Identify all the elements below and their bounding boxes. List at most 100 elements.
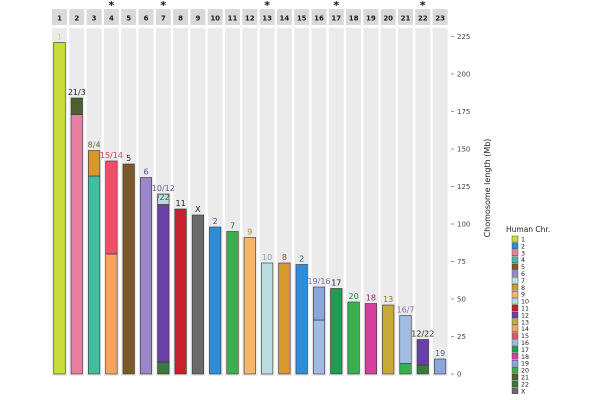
bar-segment-chr-19 — [434, 358, 447, 375]
bar-label: 1 — [57, 33, 62, 42]
legend-label: 1 — [521, 237, 525, 244]
facet-strip-label: 23 — [435, 15, 445, 23]
legend-swatch — [511, 360, 519, 367]
y-tick-label: 100 — [457, 221, 470, 229]
facet-strip-label: 9 — [195, 15, 200, 23]
legend-label: 7 — [521, 278, 525, 285]
bar-segment-chr-9 — [243, 237, 256, 375]
star-marker: * — [109, 0, 115, 12]
y-tick-label: 25 — [457, 333, 466, 341]
facet-strip — [103, 9, 119, 25]
facet-strip-label: 16 — [314, 15, 324, 23]
bar-segment-chr-2 — [209, 226, 222, 375]
facet-strip-label: 5 — [126, 15, 131, 23]
bar-segment-chr-13 — [382, 304, 395, 375]
bar-segment-chr-8 — [88, 150, 101, 177]
legend-swatch — [511, 380, 519, 388]
facet-strip-label: 1 — [57, 15, 62, 23]
facet-strip-label: 19 — [366, 15, 376, 23]
bar-label: 19/16 — [307, 277, 330, 286]
bar-label: 5 — [126, 154, 131, 163]
facet-strip-label: 21 — [401, 15, 411, 23]
facet-strip-label: 14 — [280, 15, 290, 23]
legend-label: 2 — [521, 243, 525, 250]
legend-label: 21 — [521, 375, 529, 382]
bar-segment-chr-14 — [105, 253, 118, 375]
legend-label: 3 — [521, 250, 525, 257]
bar-segment-chr-16 — [312, 319, 326, 375]
y-axis: 0 25 50 75 100 125 150 175 200 225 — [451, 33, 470, 379]
bar-labels: 1 21/3 8/415/14 5 6 10/12/22 11 X 2 7 9 10 8 2 19/16 17… — [57, 33, 445, 359]
bar-segment-chr-20 — [347, 301, 360, 375]
legend-swatch — [511, 387, 519, 394]
bar-segment-chr-20 — [399, 363, 412, 375]
facet-strip-label: 7 — [161, 15, 166, 23]
bar-segment-chr-4 — [88, 175, 101, 375]
legend-label: 20 — [521, 368, 529, 375]
legend-label: 9 — [521, 292, 525, 299]
bar-segment-chr-20 — [226, 231, 239, 375]
bar-segment-chr-22 — [157, 361, 170, 375]
bar-label: 16/7 — [397, 306, 415, 315]
facet-strip — [190, 9, 206, 25]
legend-label: 6 — [521, 271, 525, 278]
y-tick-label: 125 — [457, 183, 470, 191]
facet-panel — [363, 28, 379, 376]
bar-label: X — [195, 205, 201, 214]
legend-title: Human Chr. — [506, 225, 550, 234]
bar-label: 21/3 — [68, 88, 86, 97]
bar-segment-chr-8 — [278, 262, 291, 375]
facet-strip-label: 4 — [109, 15, 114, 23]
facet-strip-label: 22 — [418, 15, 428, 23]
legend-swatch — [511, 366, 519, 374]
bar-label: 15/14 — [100, 151, 123, 160]
bar-label: /22 — [157, 193, 170, 202]
facet-strip-label: 13 — [262, 15, 272, 23]
facet-strip-label: 6 — [144, 15, 149, 23]
facet-panel — [380, 28, 396, 376]
facet-strip — [259, 9, 275, 25]
facet-strip — [242, 9, 258, 25]
bar-label: 9 — [247, 228, 252, 237]
facet-strip — [138, 9, 154, 25]
star-marker: * — [333, 0, 339, 12]
legend-swatch — [511, 311, 519, 319]
bar-label: 2 — [213, 217, 218, 226]
y-tick-label: 50 — [457, 296, 466, 304]
y-axis-title: Chomosome length (Mb) — [483, 139, 492, 238]
legend-swatch — [511, 304, 519, 312]
facet-strip-label: 11 — [228, 15, 238, 23]
legend-label: 17 — [521, 347, 529, 354]
bar-segment-chr-22 — [416, 364, 429, 375]
legend-swatch — [511, 339, 519, 346]
bar-segment-chr-12 — [416, 339, 429, 366]
bar-segment-chr-12 — [157, 204, 170, 363]
y-tick-label: 175 — [457, 108, 470, 116]
facet-strip — [207, 9, 223, 25]
facet-strip-label: 12 — [245, 15, 255, 23]
bar-label: 12/22 — [411, 330, 434, 339]
legend-swatch — [511, 373, 519, 381]
facet-strip — [86, 9, 102, 25]
legend-label: 16 — [521, 340, 529, 347]
bar-segment-chr-11 — [174, 208, 187, 375]
facet-strip — [380, 9, 396, 25]
legend-swatch — [511, 256, 519, 263]
facet-strip — [311, 9, 327, 25]
legend-swatch — [511, 235, 519, 243]
legend-label: 4 — [521, 257, 525, 264]
facet-strip-label: 10 — [210, 15, 220, 23]
bar-label: 20 — [349, 292, 359, 301]
bar-label: 10 — [262, 253, 272, 262]
bar-label: 8/4 — [88, 141, 101, 150]
legend-swatch — [511, 249, 519, 257]
facet-strip-label: 18 — [349, 15, 359, 23]
facet-strip — [432, 9, 448, 25]
bar-label: 19 — [435, 349, 445, 358]
bar-segment-chr-10 — [261, 262, 274, 375]
facet-strip — [328, 9, 344, 25]
bar-label: 18 — [366, 294, 376, 303]
facet-strip — [276, 9, 292, 25]
facet-strip-label: 20 — [383, 15, 393, 23]
